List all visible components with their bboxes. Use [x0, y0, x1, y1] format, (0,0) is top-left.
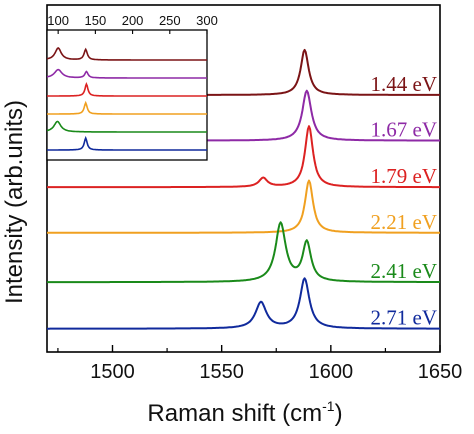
- inset-x-tick-label-5: 300: [196, 13, 218, 28]
- plot-frame: [46, 4, 441, 353]
- x-axis-label-sup: -1: [322, 398, 335, 414]
- inset-x-tick-label-4: 250: [159, 13, 181, 28]
- inset-series-line-5: [46, 120, 207, 133]
- inset-series-line-4: [47, 100, 207, 115]
- main-plot: 1.44 eV 1.67 eV 1.79 eV 2.21 eV 2.41 eV 2.71 …: [46, 4, 463, 383]
- inset-x-tick-label-3: 200: [122, 13, 144, 28]
- series-line-3: [47, 125, 440, 189]
- inset-series-line-6: [47, 135, 207, 151]
- series-label-4: 2.21 eV: [371, 210, 438, 234]
- inset-series-line-2: [46, 68, 207, 79]
- x-axis-label: Raman shift (cm-1): [147, 398, 342, 427]
- x-tick-label-1: 1500: [90, 361, 135, 383]
- x-axis-label-main: Raman shift (cm: [147, 400, 322, 427]
- series-label-5: 2.41 eV: [371, 259, 438, 283]
- series-label-1: 1.44 eV: [371, 72, 438, 96]
- x-tick-label-4: 1650: [418, 361, 463, 383]
- y-axis-label: Intensity (arb.units): [1, 100, 28, 304]
- x-axis-label-end: ): [335, 400, 343, 427]
- series-line-5: [47, 221, 440, 284]
- inset-plot: 100 150 200 250 300: [46, 13, 218, 161]
- series-label-6: 2.71 eV: [371, 306, 438, 330]
- x-tick-label-3: 1600: [309, 361, 354, 383]
- series-line-4: [47, 179, 440, 234]
- series-line-6: [47, 277, 440, 330]
- series-label-2: 1.67 eV: [371, 118, 438, 142]
- x-tick-label-2: 1550: [199, 361, 244, 383]
- inset-x-tick-label-2: 150: [85, 13, 107, 28]
- inset-series-line-3: [47, 82, 207, 97]
- inset-x-tick-label-1: 100: [47, 13, 69, 28]
- inset-series-line-1: [46, 47, 207, 61]
- series-label-3: 1.79 eV: [371, 164, 438, 188]
